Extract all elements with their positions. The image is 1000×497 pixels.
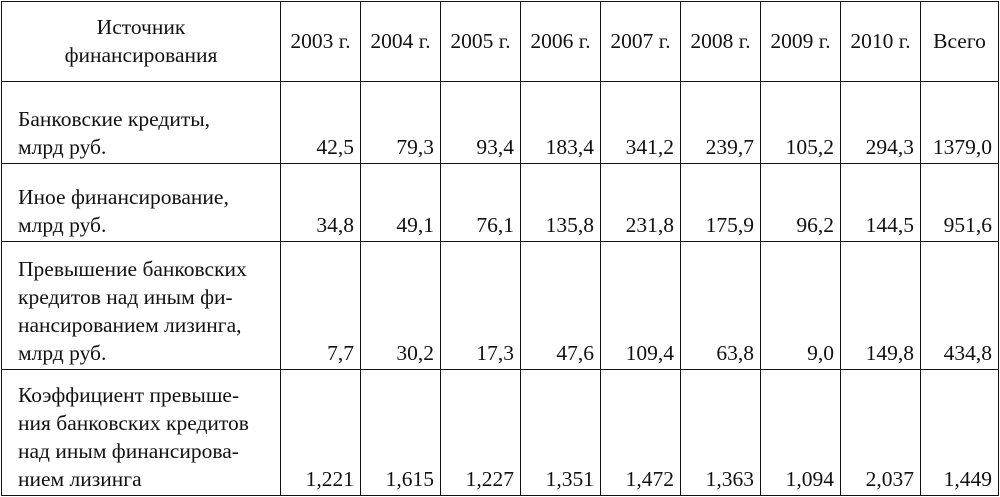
header-year-2004: 2004 г. — [360, 1, 441, 82]
cell-2010: 144,5 — [840, 163, 921, 242]
cell-2005: 93,4 — [440, 81, 521, 164]
cell-2003: 34,8 — [280, 163, 361, 242]
header-year-2007: 2007 г. — [600, 1, 681, 82]
header-year-2008: 2008 г. — [680, 1, 761, 82]
row-label-line: нием лизинга — [18, 467, 142, 491]
cell-total: 1,449 — [920, 369, 999, 496]
row-label-line: Коэффициент превыше- — [18, 383, 240, 407]
cell-2007: 231,8 — [600, 163, 681, 242]
cell-2008: 1,363 — [680, 369, 761, 496]
table-row-excess: Превышение банковских кредитов над иным … — [1, 241, 999, 370]
row-label-line: млрд руб. — [18, 135, 107, 159]
row-label-line: Банковские кредиты, — [18, 107, 211, 131]
cell-2004: 79,3 — [360, 81, 441, 164]
header-year-2009: 2009 г. — [760, 1, 841, 82]
cell-2006: 1,351 — [520, 369, 601, 496]
header-row: Источник финансирования 2003 г. 2004 г. … — [1, 1, 999, 82]
row-label-line: над иным финансирова- — [18, 439, 239, 463]
cell-2004: 1,615 — [360, 369, 441, 496]
cell-2007: 341,2 — [600, 81, 681, 164]
table-row-other-financing: Иное финансирование, млрд руб. 34,8 49,1… — [1, 163, 999, 242]
cell-2006: 135,8 — [520, 163, 601, 242]
cell-2005: 1,227 — [440, 369, 521, 496]
cell-total: 434,8 — [920, 241, 999, 370]
cell-2006: 47,6 — [520, 241, 601, 370]
cell-2004: 49,1 — [360, 163, 441, 242]
cell-total: 1379,0 — [920, 81, 999, 164]
cell-total: 951,6 — [920, 163, 999, 242]
row-label-line: млрд руб. — [18, 213, 107, 237]
row-label: Банковские кредиты, млрд руб. — [1, 81, 281, 164]
cell-2005: 17,3 — [440, 241, 521, 370]
row-label-line: млрд руб. — [18, 341, 107, 365]
cell-2010: 2,037 — [840, 369, 921, 496]
header-year-2003: 2003 г. — [280, 1, 361, 82]
row-label-line: ния банковских кредитов — [18, 411, 249, 435]
row-label-line: Иное финансирование, — [18, 185, 229, 209]
row-label-line: Превышение банковских — [18, 257, 247, 281]
cell-2005: 76,1 — [440, 163, 521, 242]
cell-2003: 42,5 — [280, 81, 361, 164]
cell-2004: 30,2 — [360, 241, 441, 370]
cell-2008: 239,7 — [680, 81, 761, 164]
header-total: Всего — [920, 1, 999, 82]
row-label-line: кредитов над иным фи- — [18, 285, 233, 309]
cell-2009: 96,2 — [760, 163, 841, 242]
cell-2006: 183,4 — [520, 81, 601, 164]
cell-2010: 149,8 — [840, 241, 921, 370]
cell-2003: 1,221 — [280, 369, 361, 496]
cell-2007: 1,472 — [600, 369, 681, 496]
row-label-line: нансированием лизинга, — [18, 313, 242, 337]
table-row-coefficient: Коэффициент превыше- ния банковских кред… — [1, 369, 999, 496]
cell-2003: 7,7 — [280, 241, 361, 370]
cell-2007: 109,4 — [600, 241, 681, 370]
header-year-2005: 2005 г. — [440, 1, 521, 82]
header-source-line2: финансирования — [64, 42, 218, 67]
header-source: Источник финансирования — [1, 1, 281, 82]
row-label: Превышение банковских кредитов над иным … — [1, 241, 281, 370]
cell-2010: 294,3 — [840, 81, 921, 164]
row-label: Коэффициент превыше- ния банковских кред… — [1, 369, 281, 496]
row-label: Иное финансирование, млрд руб. — [1, 163, 281, 242]
cell-2008: 63,8 — [680, 241, 761, 370]
cell-2009: 9,0 — [760, 241, 841, 370]
header-year-2006: 2006 г. — [520, 1, 601, 82]
cell-2009: 105,2 — [760, 81, 841, 164]
table-row-bank-credits: Банковские кредиты, млрд руб. 42,5 79,3 … — [1, 81, 999, 164]
header-source-line1: Источник — [96, 14, 186, 39]
cell-2008: 175,9 — [680, 163, 761, 242]
cell-2009: 1,094 — [760, 369, 841, 496]
header-year-2010: 2010 г. — [840, 1, 921, 82]
